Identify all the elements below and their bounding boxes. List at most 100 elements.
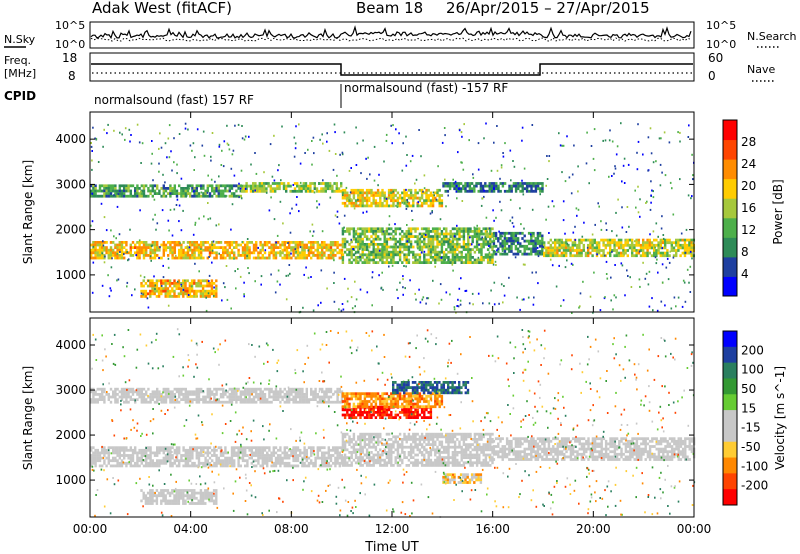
heatmap-cell [390, 227, 393, 231]
heatmap-cell [650, 152, 653, 155]
heatmap-cell [661, 247, 664, 250]
heatmap-cell [327, 456, 330, 460]
heatmap-cell [120, 464, 124, 468]
heatmap-cell [486, 189, 489, 193]
heatmap-cell [240, 169, 243, 172]
heatmap-cell [305, 459, 308, 463]
heatmap-cell [318, 254, 322, 257]
heatmap-cell [405, 464, 408, 467]
heatmap-cell [138, 456, 141, 460]
heatmap-cell [200, 248, 203, 252]
heatmap-cell [257, 256, 260, 260]
heatmap-cell [653, 251, 656, 255]
heatmap-cell [589, 251, 592, 255]
heatmap-cell [508, 231, 511, 235]
heatmap-cell [120, 189, 124, 193]
heatmap-cell [91, 159, 93, 162]
heatmap-cell [482, 227, 485, 231]
heatmap-cell [429, 435, 433, 439]
heatmap-cell [376, 461, 380, 465]
heatmap-cell [222, 192, 225, 195]
heatmap-cell [458, 461, 461, 465]
heatmap-cell [480, 438, 483, 441]
heatmap-cell [237, 451, 240, 455]
heatmap-cell [136, 189, 139, 193]
heatmap-cell [341, 258, 345, 262]
heatmap-cell [457, 189, 461, 193]
heatmap-cell [296, 448, 300, 452]
heatmap-cell [90, 251, 93, 255]
heatmap-cell [150, 162, 153, 165]
heatmap-cell [468, 302, 471, 305]
heatmap-cell [390, 461, 393, 465]
heatmap-cell [114, 256, 117, 260]
heatmap-cell [659, 184, 662, 187]
heatmap-cell [191, 251, 194, 255]
heatmap-cell [536, 237, 540, 240]
heatmap-cell [475, 440, 479, 444]
heatmap-cell [613, 243, 616, 247]
heatmap-cell [556, 251, 559, 255]
heatmap-cell [439, 218, 442, 221]
heatmap-cell [690, 197, 692, 200]
heatmap-cell [436, 194, 439, 197]
heatmap-cell [338, 461, 341, 465]
heatmap-cell [446, 184, 450, 188]
heatmap-cell [175, 256, 179, 260]
heatmap-cell [372, 196, 375, 200]
heatmap-cell [467, 456, 470, 459]
heatmap-cell [145, 246, 148, 249]
heatmap-cell [445, 435, 448, 439]
heatmap-cell [248, 246, 251, 249]
heatmap-cell [255, 172, 258, 175]
heatmap-cell [365, 204, 369, 208]
heatmap-cell [390, 253, 393, 257]
heatmap-cell [416, 445, 419, 449]
heatmap-cell [608, 139, 611, 142]
heatmap-cell [277, 241, 280, 244]
heatmap-cell [460, 456, 463, 459]
heatmap-cell [140, 162, 142, 164]
heatmap-cell [343, 131, 346, 134]
heatmap-cell [684, 300, 687, 303]
heatmap-cell [171, 248, 174, 252]
heatmap-cell [245, 184, 248, 188]
heatmap-cell [392, 191, 395, 195]
heatmap-cell [427, 250, 430, 254]
heatmap-cell [348, 169, 351, 172]
heatmap-cell [312, 451, 315, 455]
heatmap-cell [195, 446, 198, 450]
heatmap-cell [211, 241, 214, 244]
heatmap-cell [478, 458, 481, 462]
heatmap-cell [405, 265, 407, 268]
heatmap-cell [523, 247, 526, 251]
heatmap-cell [462, 443, 466, 446]
heatmap-cell [327, 248, 330, 252]
heatmap-cell [365, 194, 369, 197]
heatmap-cell [147, 246, 150, 249]
heatmap-cell [646, 254, 649, 258]
heatmap-cell [134, 194, 137, 198]
heatmap-cell [327, 254, 330, 257]
heatmap-cell [334, 446, 337, 450]
heatmap-cell [94, 256, 97, 260]
heatmap-cell [169, 184, 172, 188]
heatmap-cell [403, 248, 406, 251]
heatmap-cell [431, 245, 435, 249]
heatmap-cell [374, 453, 378, 457]
heatmap-cell [442, 237, 446, 241]
heatmap-cell [482, 435, 485, 439]
heatmap-cell [114, 187, 117, 190]
heatmap-cell [116, 446, 119, 450]
heatmap-cell [429, 237, 433, 241]
heatmap-cell [491, 456, 494, 459]
heatmap-cell [365, 456, 369, 459]
heatmap-cell [177, 282, 181, 285]
heatmap-cell [587, 238, 590, 242]
heatmap-cell [195, 256, 198, 260]
heatmap-cell [390, 261, 393, 264]
heatmap-cell [406, 200, 409, 203]
heatmap-cell [368, 253, 371, 257]
heatmap-cell [383, 464, 386, 467]
heatmap-cell [441, 141, 444, 144]
